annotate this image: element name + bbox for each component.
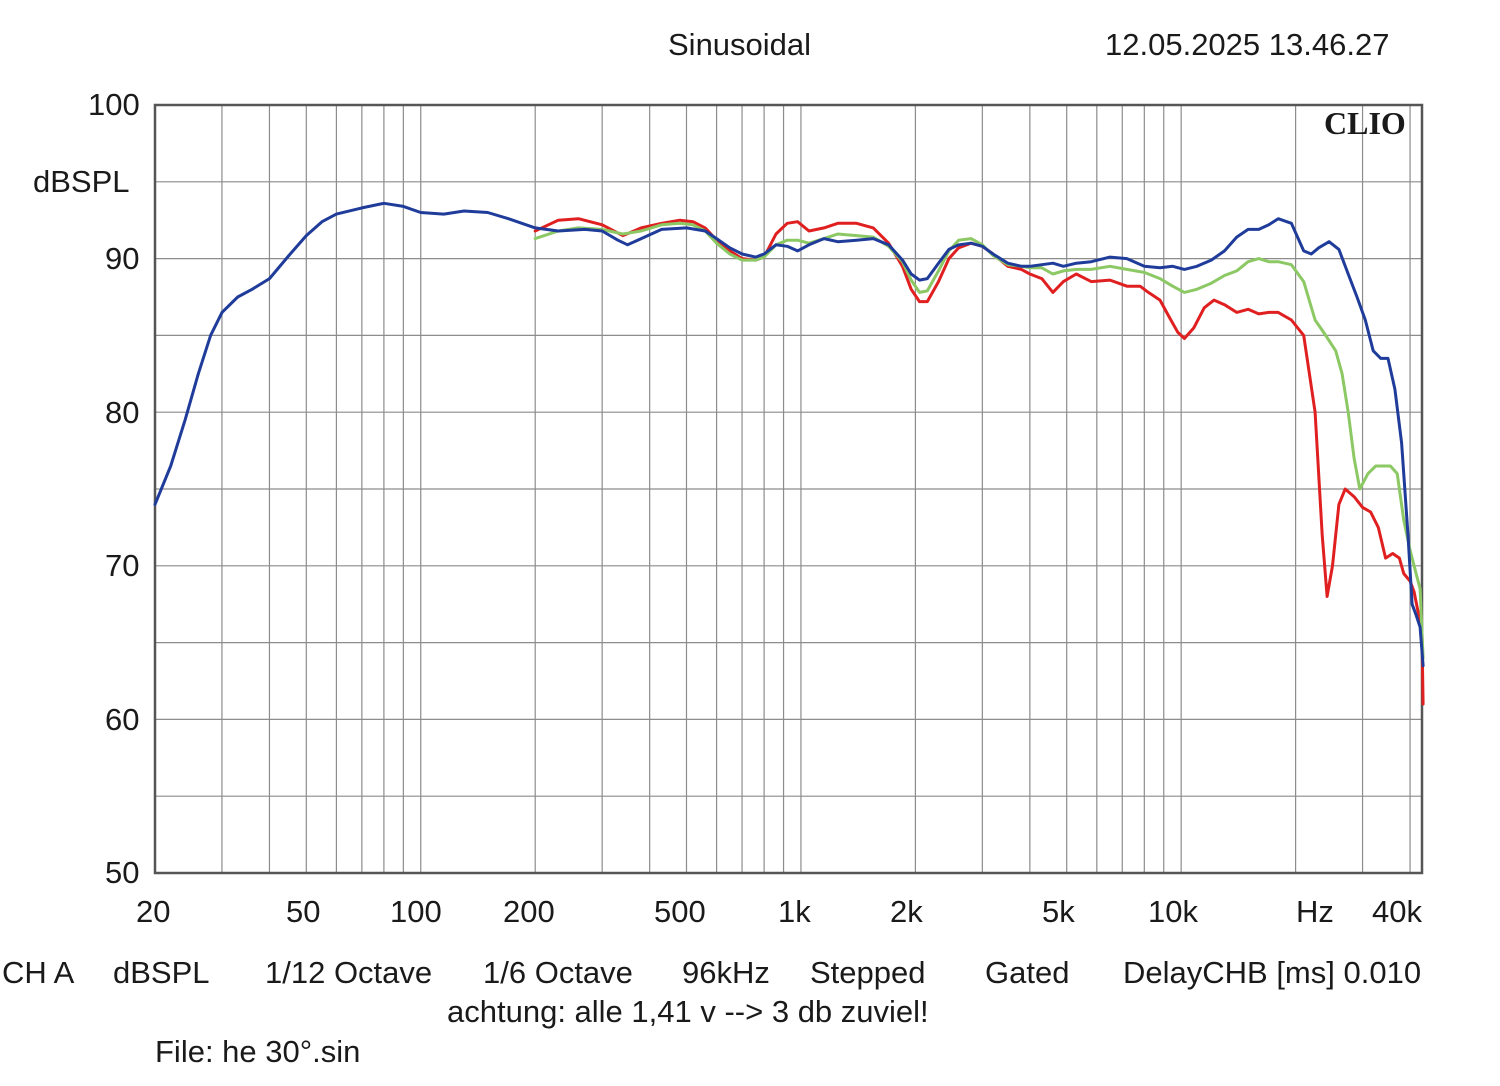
delay-label: DelayCHB [ms] 0.010 (1123, 955, 1422, 990)
window-label: Gated (985, 955, 1070, 990)
series-line-1 (533, 221, 1425, 660)
x-tick-label: 20 (136, 894, 171, 929)
x-tick-label: 500 (654, 894, 706, 929)
channel-label: CH A (2, 955, 75, 990)
plot-frame (153, 103, 1424, 875)
method-label: Stepped (810, 955, 926, 990)
series-line-2 (153, 201, 1425, 668)
y-tick-label: 60 (105, 702, 140, 737)
x-tick-label: 200 (503, 894, 555, 929)
series-layer (153, 201, 1425, 706)
smoothing-label: 1/12 Octave (265, 955, 433, 990)
y-tick-label: 100 (88, 87, 140, 122)
clio-logo: CLIO (1324, 105, 1406, 141)
y-axis-unit: dBSPL (33, 164, 130, 199)
unit-label: dBSPL (113, 955, 210, 990)
note-text: achtung: alle 1,41 v --> 3 db zuviel! (447, 994, 929, 1029)
x-tick-label: 1k (778, 894, 811, 929)
x-tick-label: 50 (286, 894, 321, 929)
grid (154, 104, 1422, 874)
timestamp: 12.05.2025 13.46.27 (1105, 27, 1390, 62)
x-axis-unit: Hz (1296, 894, 1334, 929)
resolution-label: 1/6 Octave (483, 955, 633, 990)
x-tick-label: 5k (1042, 894, 1075, 929)
x-tick-label: 10k (1148, 894, 1198, 929)
chart-mode: Sinusoidal (668, 27, 812, 62)
y-tick-label: 70 (105, 548, 140, 583)
file-name: File: he 30°.sin (155, 1034, 361, 1069)
x-tick-label: 2k (890, 894, 923, 929)
y-tick-label: 90 (105, 241, 140, 276)
y-tick-label: 80 (105, 395, 140, 430)
x-tick-label: 40k (1372, 894, 1422, 929)
y-tick-label: 50 (105, 855, 140, 890)
x-tick-label: 100 (390, 894, 442, 929)
series-line-0 (533, 217, 1425, 706)
sample-rate-label: 96kHz (682, 955, 770, 990)
